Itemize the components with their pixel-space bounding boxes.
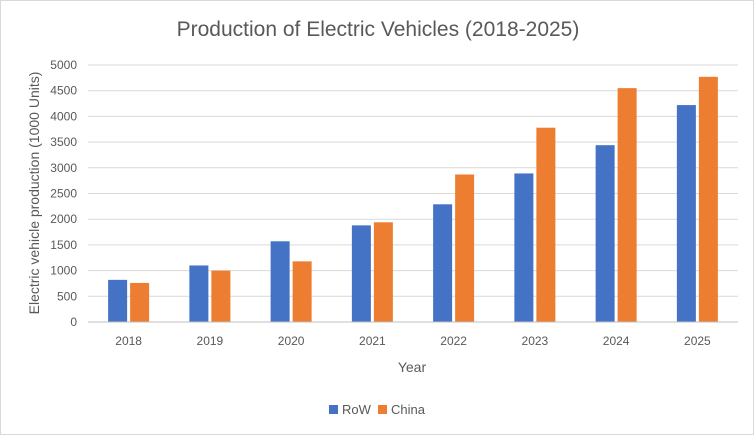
legend: RoW China [329,402,426,417]
y-tick-label: 4500 [50,84,77,98]
bar-row-2018 [108,279,128,322]
x-axis-ticks: 2018 2019 2020 2021 2022 2023 2024 2025 [115,334,711,348]
y-tick-label: 4000 [50,109,77,123]
y-tick-label: 1000 [50,264,77,278]
x-tick-label: 2024 [603,334,630,348]
bar-row-2023 [514,173,534,322]
bar-china-2022 [455,174,475,322]
legend-label-row: RoW [342,402,372,417]
x-tick-label: 2019 [197,334,224,348]
y-tick-label: 0 [70,315,77,329]
y-tick-label: 1500 [50,238,77,252]
x-tick-label: 2025 [684,334,711,348]
x-tick-label: 2018 [115,334,142,348]
x-tick-label: 2020 [278,334,305,348]
x-tick-label: 2022 [440,334,467,348]
bar-row-2019 [189,265,209,322]
x-tick-label: 2021 [359,334,386,348]
bar-china-2020 [292,261,312,322]
y-tick-label: 2000 [50,212,77,226]
y-tick-label: 2500 [50,187,77,201]
y-axis-title: Electric vehicle production (1000 Units) [26,72,42,315]
x-tick-label: 2023 [522,334,549,348]
legend-swatch-row [329,405,338,414]
bar-row-2021 [351,225,371,322]
y-axis-ticks: 0 500 1000 1500 2000 2500 3000 3500 4000 4500 5000 [50,58,77,329]
legend-swatch-china [378,405,387,414]
bar-china-2019 [211,270,231,322]
legend-label-china: China [391,402,426,417]
bar-china-2024 [617,88,637,322]
bars [108,76,718,323]
y-tick-label: 5000 [50,58,77,72]
bar-china-2021 [373,222,393,322]
bar-row-2022 [433,204,453,322]
bar-china-2023 [536,127,556,322]
bar-row-2025 [676,105,696,322]
bar-row-2020 [270,241,290,322]
bar-china-2018 [130,282,150,322]
y-tick-label: 3500 [50,135,77,149]
y-tick-label: 500 [57,289,77,303]
bar-row-2024 [595,145,615,322]
gridlines [88,64,738,297]
x-axis-title: Year [398,359,427,375]
chart-title: Production of Electric Vehicles (2018-20… [177,18,580,41]
y-tick-label: 3000 [50,161,77,175]
bar-china-2025 [698,76,718,323]
